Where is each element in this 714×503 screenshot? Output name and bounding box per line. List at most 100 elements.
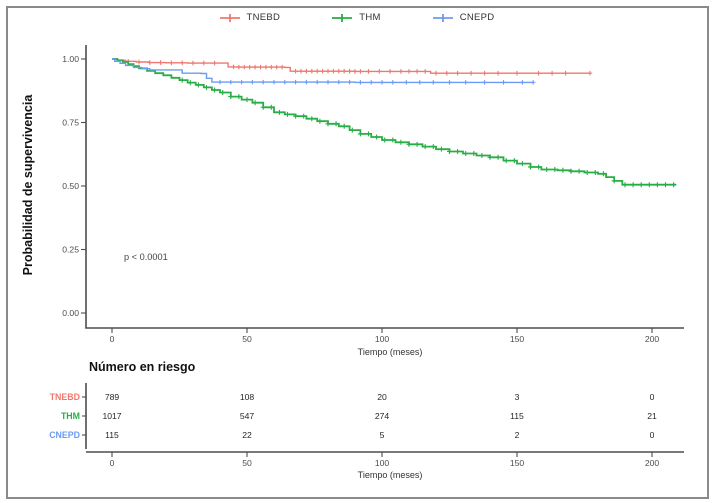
- censor-mark-icon: [622, 182, 628, 188]
- risk-x-tick-label: 50: [242, 458, 252, 468]
- censor-mark-icon: [258, 64, 263, 70]
- censor-mark-icon: [431, 80, 436, 85]
- legend-line-plus-icon: [219, 13, 240, 22]
- censor-mark-icon: [398, 69, 404, 74]
- censor-mark-icon: [293, 68, 298, 74]
- censor-mark-icon: [568, 168, 574, 174]
- censor-mark-icon: [320, 68, 325, 74]
- censor-mark-icon: [584, 170, 590, 176]
- risk-x-tick-label: 150: [510, 458, 525, 468]
- censor-mark-icon: [333, 121, 339, 127]
- censor-mark-icon: [630, 182, 636, 188]
- risk-row-label-thm: THM: [61, 411, 80, 421]
- censor-mark-icon: [179, 77, 185, 83]
- risk-count: 3: [515, 392, 520, 402]
- risk-count: 1017: [102, 411, 121, 421]
- legend-line-plus-icon: [332, 13, 353, 22]
- censor-mark-icon: [503, 158, 509, 164]
- risk-count: 2: [515, 430, 520, 440]
- censor-mark-icon: [136, 59, 142, 65]
- legend-item-cnepd: CNEPD: [432, 12, 495, 23]
- censor-mark-icon: [285, 111, 290, 117]
- risk-count: 0: [650, 430, 655, 440]
- censor-mark-icon: [549, 70, 555, 76]
- censor-mark-icon: [600, 171, 606, 177]
- censor-mark-icon: [263, 64, 269, 70]
- censor-mark-icon: [260, 79, 266, 85]
- censor-mark-icon: [314, 68, 320, 74]
- censor-mark-icon: [447, 148, 452, 154]
- figure-border: [6, 6, 709, 499]
- censor-mark-icon: [587, 70, 593, 76]
- risk-row-label-cnepd: CNEPD: [49, 430, 80, 440]
- risk-count: 547: [240, 411, 255, 421]
- censor-mark-icon: [298, 68, 304, 74]
- censor-mark-icon: [304, 79, 309, 85]
- censor-mark-icon: [377, 69, 382, 74]
- x-axis-title: Tiempo (meses): [357, 347, 423, 357]
- censor-mark-icon: [482, 80, 487, 85]
- censor-mark-icon: [301, 113, 307, 119]
- censor-mark-icon: [536, 70, 541, 76]
- censor-mark-icon: [347, 68, 352, 74]
- risk-count: 5: [380, 430, 385, 440]
- y-tick-label: 1.00: [62, 54, 79, 64]
- risk-table-title: Número en riesgo: [89, 360, 196, 374]
- censor-mark-icon: [638, 182, 644, 188]
- censor-mark-icon: [463, 80, 468, 85]
- x-tick-label: 100: [375, 334, 390, 344]
- censor-mark-icon: [217, 79, 223, 85]
- censor-mark-icon: [447, 80, 452, 85]
- censor-mark-icon: [520, 80, 525, 85]
- y-tick-label: 0.75: [62, 118, 79, 128]
- censor-mark-icon: [487, 154, 493, 160]
- censor-mark-icon: [514, 70, 520, 76]
- y-axis-title: Probabilidad de supervivencia: [21, 94, 35, 276]
- censor-mark-icon: [511, 158, 517, 164]
- x-tick-label: 200: [645, 334, 660, 344]
- censor-mark-icon: [201, 60, 207, 66]
- censor-mark-icon: [187, 80, 193, 86]
- censor-mark-icon: [231, 64, 236, 70]
- censor-mark-icon: [212, 87, 218, 93]
- censor-mark-icon: [406, 141, 412, 147]
- censor-mark-icon: [390, 137, 396, 143]
- censor-mark-icon: [544, 166, 550, 172]
- censor-mark-icon: [366, 69, 371, 74]
- censor-mark-icon: [347, 79, 352, 85]
- censor-mark-icon: [455, 70, 460, 76]
- censor-mark-icon: [236, 94, 242, 100]
- censor-mark-icon: [417, 80, 423, 85]
- censor-mark-icon: [406, 69, 412, 74]
- censor-mark-icon: [519, 161, 525, 167]
- risk-count: 115: [510, 411, 524, 421]
- x-tick-label: 0: [110, 334, 115, 344]
- censor-mark-icon: [268, 104, 274, 110]
- censor-mark-icon: [204, 84, 209, 90]
- censor-mark-icon: [468, 70, 474, 76]
- censor-mark-icon: [552, 166, 558, 172]
- censor-mark-icon: [387, 69, 393, 74]
- y-tick-label: 0.00: [62, 308, 79, 318]
- censor-mark-icon: [463, 150, 469, 156]
- censor-mark-icon: [482, 70, 487, 76]
- risk-row-label-tnebd: TNEBD: [50, 392, 80, 402]
- censor-mark-icon: [471, 150, 477, 156]
- censor-mark-icon: [357, 131, 363, 137]
- risk-table-x-axis-title: Tiempo (meses): [357, 470, 423, 480]
- risk-x-tick-label: 100: [375, 458, 390, 468]
- censor-mark-icon: [422, 69, 428, 74]
- censor-mark-icon: [158, 60, 163, 65]
- censor-mark-icon: [252, 100, 258, 106]
- censor-mark-icon: [390, 80, 396, 85]
- censor-mark-icon: [611, 178, 617, 184]
- risk-count: 20: [377, 392, 387, 402]
- censor-mark-icon: [325, 79, 331, 85]
- risk-x-tick-label: 200: [645, 458, 660, 468]
- survival-curve-thm: [112, 58, 677, 188]
- censor-mark-icon: [304, 68, 309, 74]
- censor-mark-icon: [341, 123, 347, 129]
- km-step-line: [112, 58, 677, 186]
- legend-line-plus-icon: [432, 13, 453, 22]
